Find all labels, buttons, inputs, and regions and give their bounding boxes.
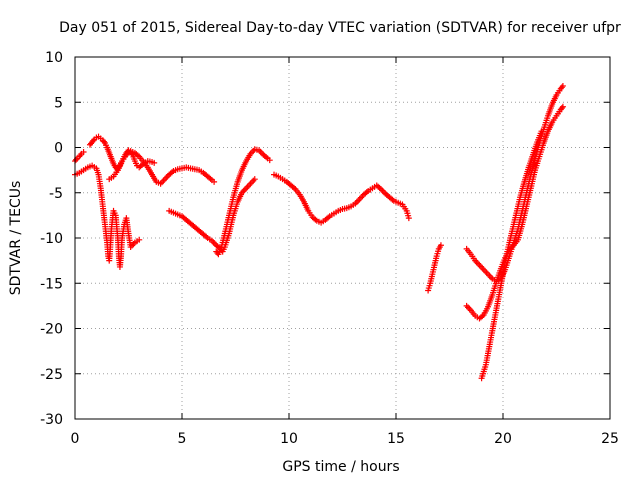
x-tick-label: 10: [280, 431, 298, 447]
y-tick-label: 0: [54, 141, 63, 157]
axis-ticks: 0 5 10 15 20 25 -30 -25 -20 -15 -10 -5 0 5 10: [40, 50, 619, 447]
data-point: [100, 138, 107, 145]
data-point: [538, 128, 545, 135]
data-point: [73, 156, 80, 163]
y-tick-label: -20: [40, 322, 63, 338]
x-tick-label: 0: [71, 431, 80, 447]
data-point: [251, 176, 258, 183]
data-point: [559, 82, 566, 89]
x-tick-label: 20: [494, 431, 512, 447]
y-tick-label: -15: [40, 276, 63, 292]
y-tick-label: 10: [45, 50, 63, 66]
y-tick-label: -30: [40, 412, 63, 428]
chart-title: Day 051 of 2015, Sidereal Day-to-day VTE…: [59, 20, 621, 36]
y-tick-label: -10: [40, 231, 63, 247]
y-axis-label: SDTVAR / TECUs: [8, 181, 24, 296]
data-point: [559, 103, 566, 110]
data-point: [77, 152, 84, 159]
data-point: [90, 137, 97, 144]
data-point: [80, 149, 87, 156]
data-point: [136, 236, 143, 243]
data-point: [437, 242, 444, 249]
grid-lines: [75, 57, 610, 419]
data-point: [558, 84, 565, 91]
data-point: [405, 215, 412, 222]
x-tick-label: 25: [601, 431, 619, 447]
y-tick-label: 5: [54, 95, 63, 111]
y-tick-label: -25: [40, 367, 63, 383]
x-axis-label: GPS time / hours: [282, 459, 399, 475]
data-markers: [72, 82, 566, 382]
x-tick-label: 15: [387, 431, 405, 447]
data-point: [558, 105, 565, 112]
data-point: [211, 178, 218, 185]
data-point: [151, 159, 158, 166]
data-point: [266, 157, 273, 164]
y-tick-label: -5: [49, 186, 63, 202]
x-tick-label: 5: [178, 431, 187, 447]
